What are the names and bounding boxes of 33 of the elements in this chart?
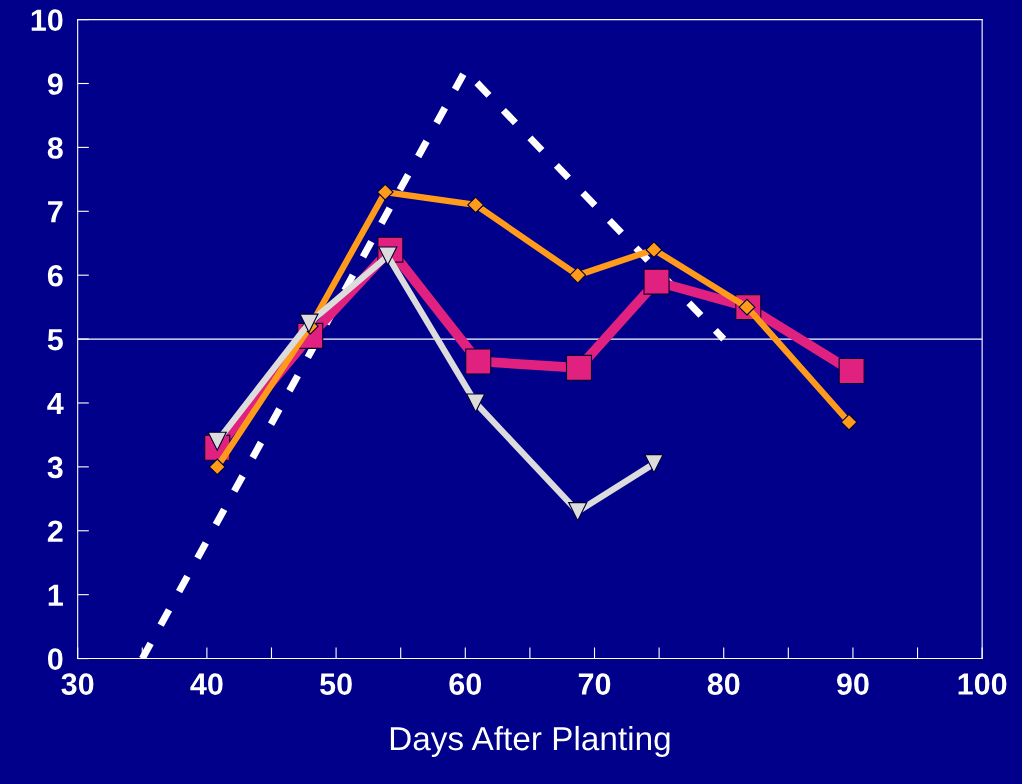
y-tick-label: 6 — [47, 264, 63, 287]
point — [838, 357, 865, 385]
y-tick-label: 8 — [47, 137, 63, 159]
point — [376, 183, 394, 201]
point — [643, 268, 670, 295]
y-tick-label: 10 — [31, 9, 63, 31]
y-tick-label: 7 — [48, 201, 63, 223]
x-axis-title: Days After Planting — [390, 725, 670, 758]
y-tick-label: 2 — [47, 520, 63, 542]
y-tick-label: 0 — [48, 648, 63, 670]
point — [465, 348, 492, 375]
x-tick-label: 30 — [61, 673, 94, 695]
y-tick-label: 3 — [47, 456, 63, 479]
y-tick-label: 4 — [47, 393, 64, 415]
point — [644, 454, 664, 474]
point — [565, 354, 593, 381]
point — [840, 413, 858, 431]
y-tick-label: 1 — [48, 584, 63, 606]
point — [645, 241, 663, 259]
y-tick-label: 9 — [47, 73, 63, 95]
point — [466, 393, 486, 413]
x-tick-label: 100 — [958, 673, 1007, 695]
point — [569, 266, 587, 284]
x-tick-label: 50 — [320, 673, 352, 695]
x-tick-label: 60 — [449, 673, 482, 695]
x-tick-label: 40 — [190, 673, 223, 695]
point — [467, 196, 485, 214]
x-tick-label: 90 — [837, 673, 869, 695]
y-tick-label: 5 — [47, 329, 63, 351]
point — [208, 458, 226, 476]
x-tick-label: 70 — [578, 673, 611, 695]
x-tick-label: 80 — [707, 673, 740, 695]
point — [568, 502, 588, 522]
